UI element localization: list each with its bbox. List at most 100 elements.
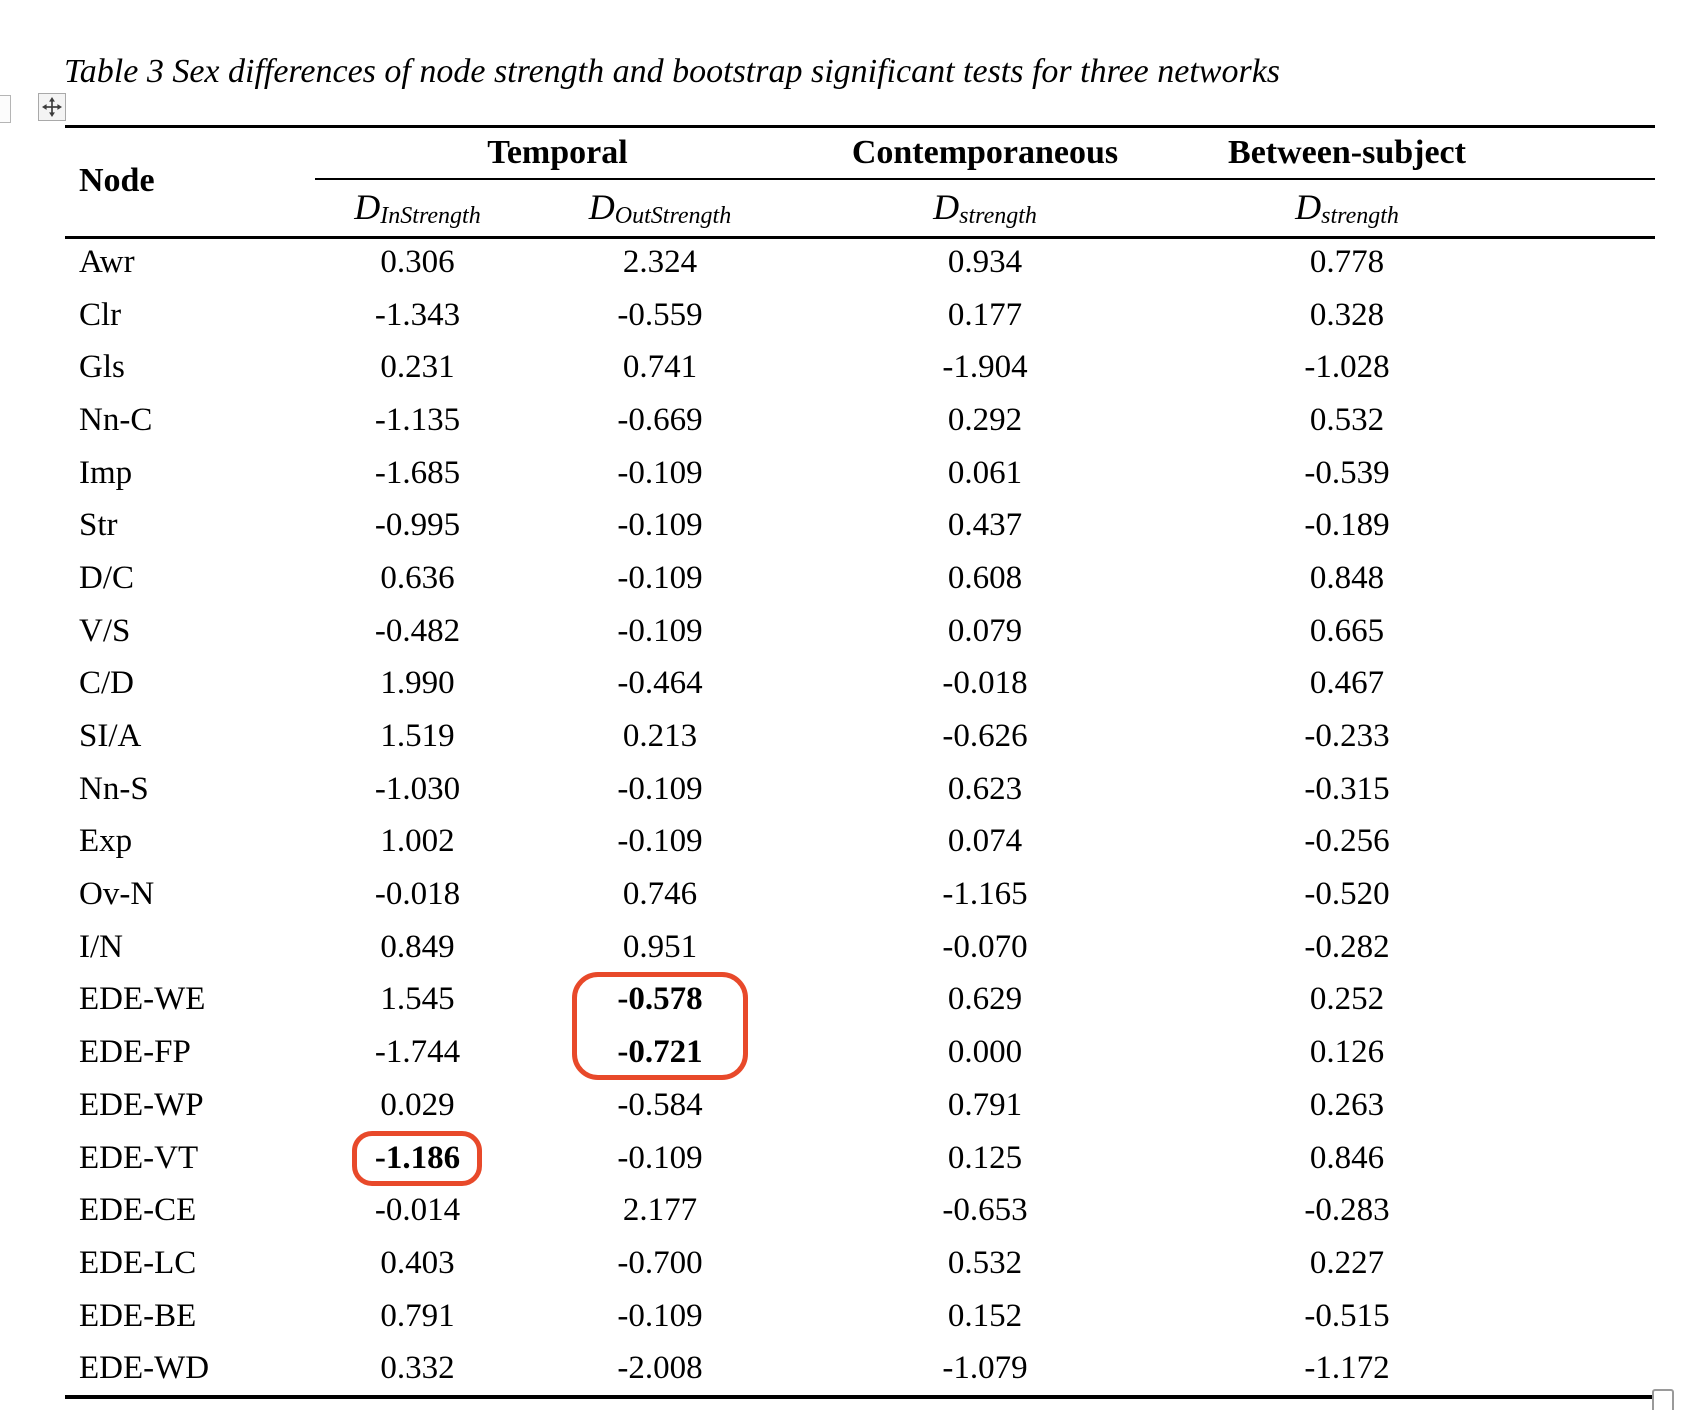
table-value-cell: 0.608 [947,559,1023,596]
table-value-cell: 1.545 [380,981,455,1018]
table-move-handle[interactable] [38,93,66,121]
table-value-cell: -0.109 [617,454,703,491]
group-header-between-subject: Between-subject [1228,134,1466,171]
row-node-label: EDE-CE [79,1192,197,1229]
table-value-cell: 0.000 [947,1034,1023,1071]
table-value-cell: 1.519 [380,718,455,755]
table-value-cell: -1.186 [374,1139,461,1176]
row-node-label: Imp [79,454,133,491]
group-header-contemporaneous: Contemporaneous [851,134,1119,171]
row-filler [1524,1342,1655,1395]
row-node-label: EDE-LC [79,1244,197,1281]
highlight-circle-instrength-edevt [352,1131,482,1186]
move-arrows-icon [42,97,62,117]
table-value-cell: 0.213 [622,718,698,755]
table-value-cell: 0.623 [947,770,1023,807]
table-value-cell: 0.636 [380,559,455,596]
row-node-label: Awr [79,243,135,280]
table-value-cell: -0.233 [1304,718,1390,755]
table-value-cell: -0.578 [617,981,703,1018]
row-filler [1524,499,1655,552]
table-value-cell: 0.951 [622,928,698,965]
row-filler [1524,341,1655,394]
header-bottom-rule [65,236,1655,239]
table-value-cell: 0.665 [1309,612,1385,649]
table-value-cell: 0.746 [622,876,698,913]
table-value-cell: -0.482 [374,612,461,649]
column-header-d-instrength: D InStrength [354,187,481,229]
table-value-cell: 2.177 [622,1192,698,1229]
table-value-cell: -2.008 [617,1350,703,1387]
table-value-cell: 0.532 [1309,401,1385,438]
row-filler [1524,1132,1655,1185]
table-value-cell: 0.848 [1309,559,1385,596]
row-filler [1524,868,1655,921]
table-value-cell: 0.778 [1309,243,1385,280]
group-header-temporal: Temporal [487,134,628,171]
table-value-cell: 0.629 [947,981,1023,1018]
table-value-cell: -0.109 [617,507,703,544]
table-value-cell: 0.292 [947,401,1023,438]
table-value-cell: 0.263 [1309,1086,1385,1123]
row-filler [1524,658,1655,711]
row-filler [1524,289,1655,342]
row-filler [1524,921,1655,974]
table-value-cell: -0.700 [617,1244,703,1281]
table-value-cell: 0.437 [947,507,1023,544]
table-value-cell: -0.559 [617,296,703,333]
table-value-cell: 0.074 [947,823,1023,860]
header-filler [1524,125,1655,178]
table-value-cell: 0.849 [380,928,455,965]
table-value-cell: -0.721 [617,1034,703,1071]
table-value-cell: 0.791 [380,1297,455,1334]
table-value-cell: -0.018 [374,876,461,913]
table-value-cell: -0.109 [617,1297,703,1334]
table-value-cell: -0.018 [942,665,1028,702]
table-value-cell: 0.532 [947,1244,1023,1281]
row-filler [1524,1079,1655,1132]
row-node-label: C/D [79,665,135,702]
clipped-edge-handle [0,95,11,123]
table-value-cell: -1.904 [942,349,1028,386]
table-value-cell: 0.846 [1309,1139,1385,1176]
table-value-cell: 0.177 [947,296,1023,333]
table-caption: Table 3 Sex differences of node strength… [64,53,1281,90]
row-filler [1524,605,1655,658]
row-filler [1524,974,1655,1027]
row-node-label: Nn-S [79,770,149,807]
table-value-cell: 0.126 [1309,1034,1385,1071]
table-value-cell: -0.014 [374,1192,461,1229]
table-value-cell: -0.515 [1304,1297,1390,1334]
row-node-label: Clr [79,296,122,333]
row-filler [1524,710,1655,763]
row-filler [1524,1026,1655,1079]
table-value-cell: -1.744 [374,1034,461,1071]
table-value-cell: 2.324 [622,243,698,280]
row-filler [1524,1237,1655,1290]
table-value-cell: 0.328 [1309,296,1385,333]
table-value-cell: 0.227 [1309,1244,1385,1281]
table-value-cell: -0.109 [617,559,703,596]
row-filler [1524,1290,1655,1343]
group-header-rule [315,178,1655,180]
table-value-cell: -0.070 [942,928,1028,965]
table-value-cell: -1.165 [942,876,1028,913]
table-value-cell: 0.125 [947,1139,1023,1176]
table-value-cell: 0.403 [380,1244,455,1281]
table-value-cell: -1.079 [942,1350,1028,1387]
table-value-cell: 0.332 [380,1350,455,1387]
data-table: Node Temporal Contemporaneous Between-su… [65,125,1655,1399]
row-node-label: EDE-FP [79,1034,191,1071]
table-resize-handle[interactable] [1652,1389,1674,1410]
table-value-cell: -1.172 [1304,1350,1390,1387]
table-value-cell: -0.109 [617,1139,703,1176]
row-filler [1524,1184,1655,1237]
table-value-cell: 1.002 [380,823,455,860]
table-value-cell: -1.685 [374,454,461,491]
table-value-cell: -0.283 [1304,1192,1390,1229]
header-filler [1524,178,1655,236]
table-value-cell: -0.539 [1304,454,1390,491]
table-value-cell: -0.584 [617,1086,703,1123]
